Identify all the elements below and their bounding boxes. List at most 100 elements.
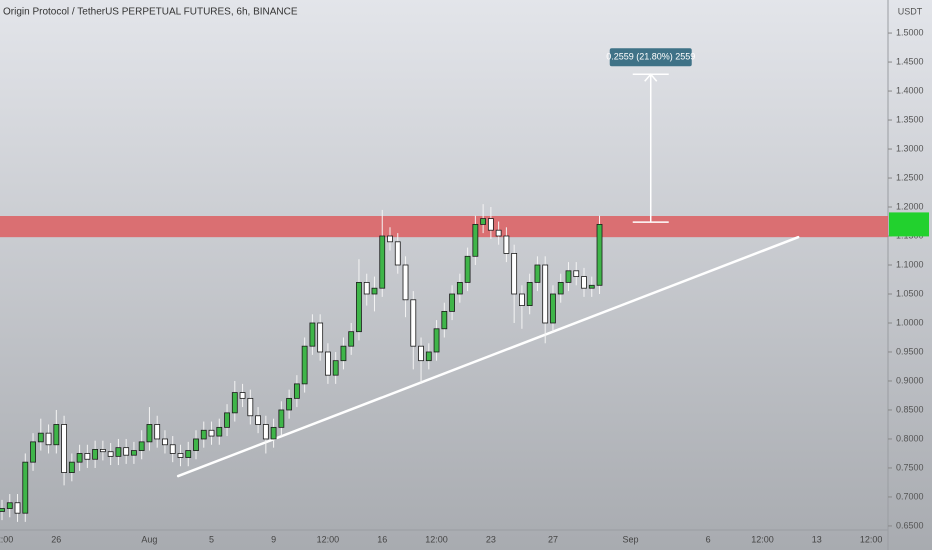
candle-body xyxy=(441,310,448,330)
candle-body xyxy=(84,453,91,460)
candle-body xyxy=(410,299,417,347)
candle-body xyxy=(99,448,106,453)
measure-label: 0.2559 (21.80%) 2559 xyxy=(606,52,695,62)
candle-body xyxy=(449,293,455,312)
y-tick-label: 1.4000 xyxy=(896,85,924,95)
candle-body xyxy=(107,451,114,457)
candle-body xyxy=(542,264,549,324)
candle-body xyxy=(76,453,83,463)
candle-body xyxy=(472,224,479,257)
candle-body xyxy=(146,424,153,443)
x-tick-label: 12:00 xyxy=(425,534,448,544)
x-tick-label: 27 xyxy=(548,534,558,544)
y-tick-label: 0.8500 xyxy=(896,404,924,414)
candle-body xyxy=(456,281,463,295)
candle-body xyxy=(22,461,29,514)
y-tick-label: 0.7000 xyxy=(896,491,924,501)
y-tick-label: 0.7500 xyxy=(896,462,924,472)
candle-body xyxy=(45,432,52,446)
y-tick-label: 0.9500 xyxy=(896,346,924,356)
candle-body xyxy=(53,424,60,446)
x-tick-label: 12:00 xyxy=(317,534,340,544)
measure-arrowhead xyxy=(644,73,658,82)
candle-body xyxy=(565,270,572,283)
candle-body xyxy=(325,351,331,376)
candle-body xyxy=(162,438,168,446)
candle-body xyxy=(519,293,525,306)
y-tick-label: 1.3000 xyxy=(896,143,924,153)
y-tick-label: 1.2000 xyxy=(896,201,924,211)
candle-body xyxy=(588,284,595,289)
candle-body xyxy=(131,450,137,456)
candle-body xyxy=(208,429,215,437)
candle-body xyxy=(278,409,285,428)
candle-body xyxy=(363,281,370,295)
y-tick-label: 1.5000 xyxy=(896,27,924,37)
currency-label: USDT xyxy=(898,6,923,16)
candle-body xyxy=(6,502,13,509)
candle-body xyxy=(317,322,324,353)
candle-body xyxy=(503,235,510,254)
measure-label-box xyxy=(609,48,692,67)
candle-body xyxy=(247,397,254,417)
x-tick-label: 12:00 xyxy=(751,534,774,544)
candle-body xyxy=(495,229,502,237)
last-price-tag xyxy=(889,212,929,237)
candle-body xyxy=(61,424,67,473)
candle-body xyxy=(340,345,347,362)
candle-body xyxy=(418,345,424,362)
x-tick-label: 5 xyxy=(209,534,214,544)
y-tick-label: 1.3500 xyxy=(896,114,924,124)
y-tick-label: 0.9000 xyxy=(896,375,924,385)
candle-body xyxy=(433,328,440,353)
candle-body xyxy=(301,345,308,385)
candle-body xyxy=(92,448,99,460)
candle-body xyxy=(68,461,75,473)
candle-body xyxy=(239,392,246,399)
candle-body xyxy=(526,281,533,306)
x-tick-label: 12:00 xyxy=(0,534,13,544)
candle-body xyxy=(534,264,541,283)
candle-body xyxy=(255,415,261,425)
candle-body xyxy=(480,218,487,225)
x-tick-label: 13 xyxy=(812,534,822,544)
candle-body xyxy=(464,255,471,283)
candle-body xyxy=(371,287,378,295)
candle-body xyxy=(14,502,21,514)
y-tick-label: 1.2500 xyxy=(896,172,924,182)
candle-body xyxy=(387,235,393,243)
trendline xyxy=(176,235,800,478)
candle-body xyxy=(231,392,238,414)
candle-body xyxy=(402,264,409,301)
candle-body xyxy=(573,270,580,277)
candle-body xyxy=(581,276,587,289)
candle-body xyxy=(123,447,130,456)
y-tick-label: 1.0000 xyxy=(896,317,924,327)
y-tick-label: 1.1000 xyxy=(896,259,924,269)
x-tick-label: Aug xyxy=(141,534,157,544)
candle-body xyxy=(425,351,432,362)
candle-body xyxy=(115,447,122,457)
candle-body xyxy=(37,432,44,443)
candle-body xyxy=(270,426,277,440)
candle-body xyxy=(200,429,207,440)
x-tick-label: 23 xyxy=(486,534,496,544)
candle-body xyxy=(169,444,176,454)
candle-body xyxy=(286,397,293,411)
candle-body xyxy=(379,235,386,289)
x-tick-label: Sep xyxy=(623,534,639,544)
x-tick-label: 9 xyxy=(271,534,276,544)
candle-body xyxy=(332,360,339,376)
candle-body xyxy=(487,218,494,231)
candle-body xyxy=(262,424,269,440)
candle-body xyxy=(30,441,36,463)
candle-body xyxy=(185,450,192,458)
candle-body xyxy=(138,441,145,451)
candle-body xyxy=(177,453,184,458)
x-tick-label: 12:00 xyxy=(860,534,883,544)
candle-body xyxy=(0,508,5,512)
x-tick-label: 6 xyxy=(706,534,711,544)
y-tick-label: 1.0500 xyxy=(896,288,924,298)
candle-body xyxy=(193,438,199,451)
